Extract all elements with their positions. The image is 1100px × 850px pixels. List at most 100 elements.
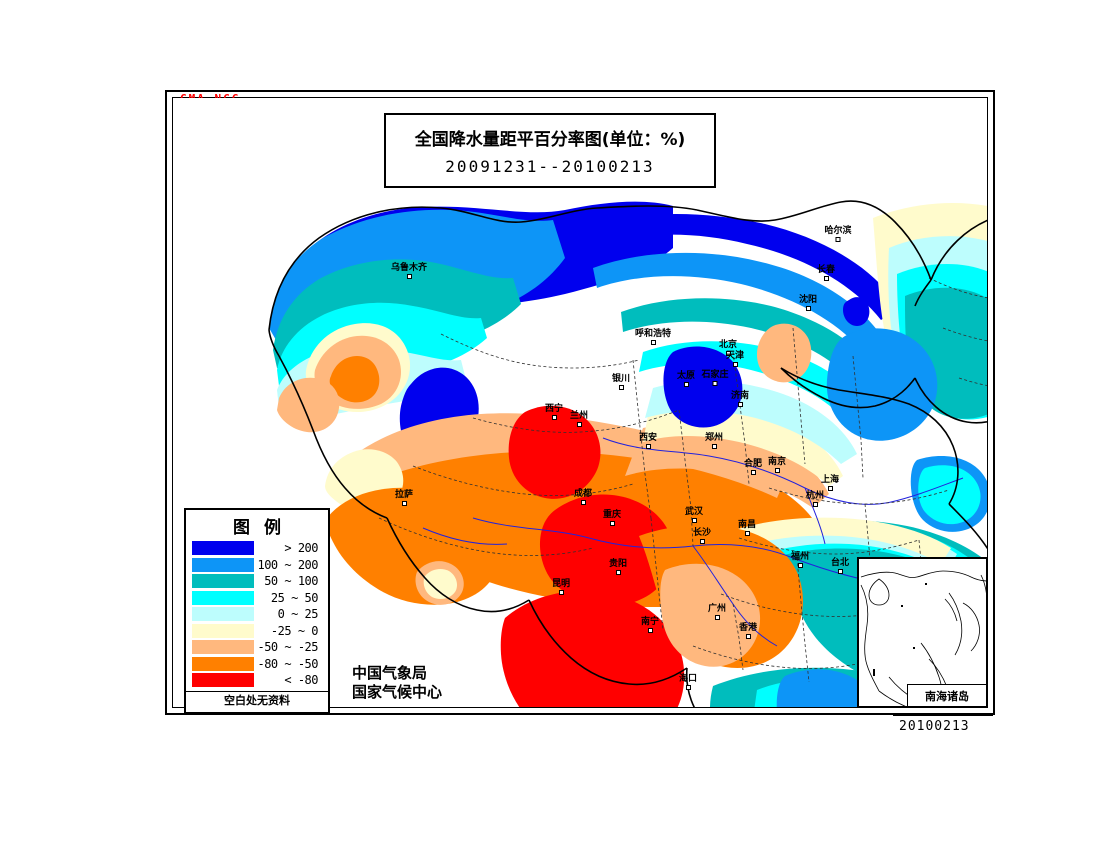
city-marker: [647, 628, 653, 633]
city-label: 南宁: [641, 618, 659, 633]
legend-heading: 图例: [233, 518, 295, 538]
city-marker: [406, 274, 412, 279]
south-china-sea-inset: 南海诸岛: [857, 557, 988, 708]
band-m50-m25-tibet-north: [331, 413, 785, 498]
city-name: 合肥: [743, 459, 763, 469]
city-name: 上海: [820, 475, 840, 485]
band-m80-m50-tarim: [329, 356, 380, 403]
city-marker: [580, 500, 586, 505]
city-label: 昆明: [552, 580, 570, 595]
city-marker: [823, 276, 829, 281]
city-name: 重庆: [602, 510, 622, 520]
city-name: 呼和浩特: [634, 329, 672, 339]
city-label: 拉萨: [395, 491, 413, 506]
map-title: 全国降水量距平百分率图(单位：%): [414, 130, 686, 150]
band-m50-m25-bohai: [756, 323, 812, 383]
band-25-50-shandong: [918, 465, 981, 525]
legend-label: 100 ~ 200: [257, 557, 318, 572]
city-label: 上海: [821, 476, 839, 491]
legend-label: -50 ~ -25: [257, 640, 318, 655]
city-name: 南宁: [640, 617, 660, 627]
city-label: 长春: [817, 266, 835, 281]
city-label: 香港: [739, 624, 757, 639]
legend-swatch: [192, 590, 254, 605]
band-100-200-nanning: [776, 669, 879, 707]
city-label: 南昌: [738, 521, 756, 536]
city-marker: [737, 402, 743, 407]
city-label: 呼和浩特: [635, 330, 671, 345]
city-label: 乌鲁木齐: [391, 264, 427, 279]
legend-swatch: [192, 541, 254, 556]
city-name: 香港: [738, 623, 758, 633]
band-ltm80-yunnan: [500, 591, 685, 707]
legend-label: 50 ~ 100: [264, 574, 318, 589]
band-m25-0-yangtze: [713, 517, 951, 564]
city-marker: [745, 634, 751, 639]
map-period: 20091231--20100213: [445, 157, 655, 176]
legend-label: > 200: [284, 541, 318, 556]
city-marker: [750, 470, 756, 475]
legend-row: -50 ~ -25: [192, 639, 322, 656]
city-marker: [714, 615, 720, 620]
legend-row: -80 ~ -50: [192, 656, 322, 673]
city-marker: [774, 468, 780, 473]
city-marker: [685, 685, 691, 690]
city-label: 南京: [768, 458, 786, 473]
band-m25-0-lhasa: [423, 568, 457, 600]
band-50-100-inner-mongolia: [621, 298, 877, 388]
legend-rows: > 200 100 ~ 200 50 ~ 100 25 ~ 50 0 ~ 25 -25 ~…: [186, 540, 328, 689]
inset-map: [860, 570, 986, 706]
city-name: 长春: [816, 265, 836, 275]
band-m50-m25-gansu-band: [625, 423, 829, 508]
band-m50-m25-west-pocket: [277, 377, 340, 433]
band-ltm80-xining-core: [508, 405, 601, 499]
city-label: 广州: [708, 605, 726, 620]
map-title-box: 全国降水量距平百分率图(单位：%) 20091231--20100213: [384, 113, 716, 188]
city-label: 合肥: [744, 460, 762, 475]
city-marker: [683, 382, 689, 387]
inset-label: 南海诸岛: [907, 684, 986, 706]
credit-line-1: 中国气象局: [352, 664, 428, 682]
band-gt200-yinchuan: [663, 346, 743, 428]
city-label: 兰州: [570, 412, 588, 427]
city-name: 台北: [830, 558, 850, 568]
city-label: 武汉: [685, 508, 703, 523]
city-marker: [609, 521, 615, 526]
city-name: 海口: [678, 674, 698, 684]
city-marker: [691, 518, 697, 523]
city-name: 济南: [730, 391, 750, 401]
city-name: 杭州: [805, 491, 825, 501]
city-marker: [618, 385, 624, 390]
city-label: 西安: [639, 434, 657, 449]
city-marker: [812, 502, 818, 507]
city-marker: [558, 590, 564, 595]
city-label: 石家庄: [701, 371, 729, 386]
legend-label: -25 ~ 0: [270, 623, 319, 638]
legend-row: 25 ~ 50: [192, 590, 322, 607]
city-name: 天津: [725, 351, 745, 361]
city-label: 哈尔滨: [824, 226, 852, 242]
city-name: 昆明: [551, 579, 571, 589]
legend-swatch: [192, 623, 254, 638]
city-label: 济南: [731, 392, 749, 407]
city-name: 福州: [790, 552, 810, 562]
city-label: 贵阳: [609, 560, 627, 575]
datestamp-rule: [893, 714, 993, 716]
city-marker: [645, 444, 651, 449]
city-marker: [711, 444, 717, 449]
city-label: 长沙: [693, 529, 711, 544]
legend-swatch: [192, 673, 254, 688]
city-name: 哈尔滨: [824, 226, 852, 236]
city-name: 南京: [767, 457, 787, 467]
city-label: 重庆: [603, 511, 621, 526]
city-name: 成都: [573, 489, 593, 499]
city-label: 郑州: [705, 434, 723, 449]
city-label: 成都: [574, 490, 592, 505]
legend-row: 50 ~ 100: [192, 573, 322, 590]
legend-row: -25 ~ 0: [192, 623, 322, 640]
city-marker: [837, 569, 843, 574]
city-label: 银川: [612, 375, 630, 390]
city-marker: [551, 415, 557, 420]
city-name: 长沙: [692, 528, 712, 538]
city-label: 福州: [791, 553, 809, 568]
